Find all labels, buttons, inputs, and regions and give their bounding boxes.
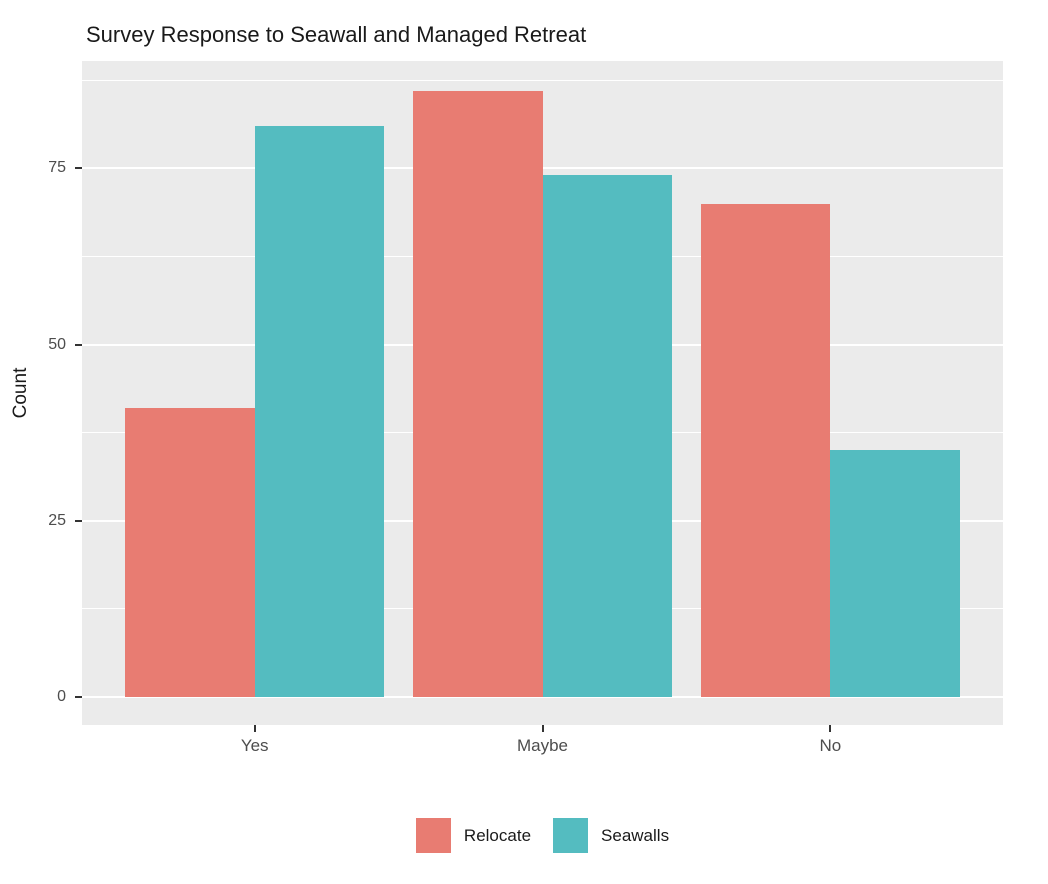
y-tick-label: 75 [48, 159, 66, 177]
y-tick-label: 25 [48, 511, 66, 529]
gridline-major [82, 695, 1003, 698]
x-tick-mark [541, 725, 544, 732]
bar-seawalls-no [830, 450, 960, 697]
y-tick-mark [75, 343, 82, 346]
gridline-minor [82, 79, 1003, 81]
y-tick-label: 0 [57, 687, 66, 705]
x-tick-label-maybe: Maybe [516, 736, 569, 755]
legend-label-relocate: Relocate [463, 825, 532, 845]
y-axis-title: Count [10, 367, 31, 419]
legend-swatch-relocate [415, 818, 451, 853]
legend: Relocate Seawalls [82, 818, 1003, 853]
x-tick-label-yes: Yes [240, 736, 269, 755]
bar-relocate-maybe [412, 90, 543, 697]
legend-label-seawalls: Seawalls [601, 825, 670, 845]
legend-swatch-seawalls [553, 818, 589, 853]
plot-panel [82, 61, 1003, 725]
bar-relocate-yes [125, 407, 255, 697]
chart-title: Survey Response to Seawall and Managed R… [86, 22, 587, 47]
x-tick-label-no: No [819, 736, 842, 755]
gridline-major [82, 167, 1003, 170]
x-tick-mark [253, 725, 256, 732]
y-tick-mark [75, 167, 82, 170]
bar-seawalls-yes [254, 126, 385, 697]
legend-item-seawalls: Seawalls [553, 818, 669, 853]
y-tick-mark [75, 695, 82, 698]
y-tick-mark [75, 519, 82, 522]
bar-relocate-no [700, 203, 831, 697]
y-tick-label: 50 [48, 335, 66, 353]
x-tick-mark [829, 725, 832, 732]
legend-item-relocate: Relocate [415, 818, 532, 853]
bar-seawalls-maybe [542, 175, 673, 697]
